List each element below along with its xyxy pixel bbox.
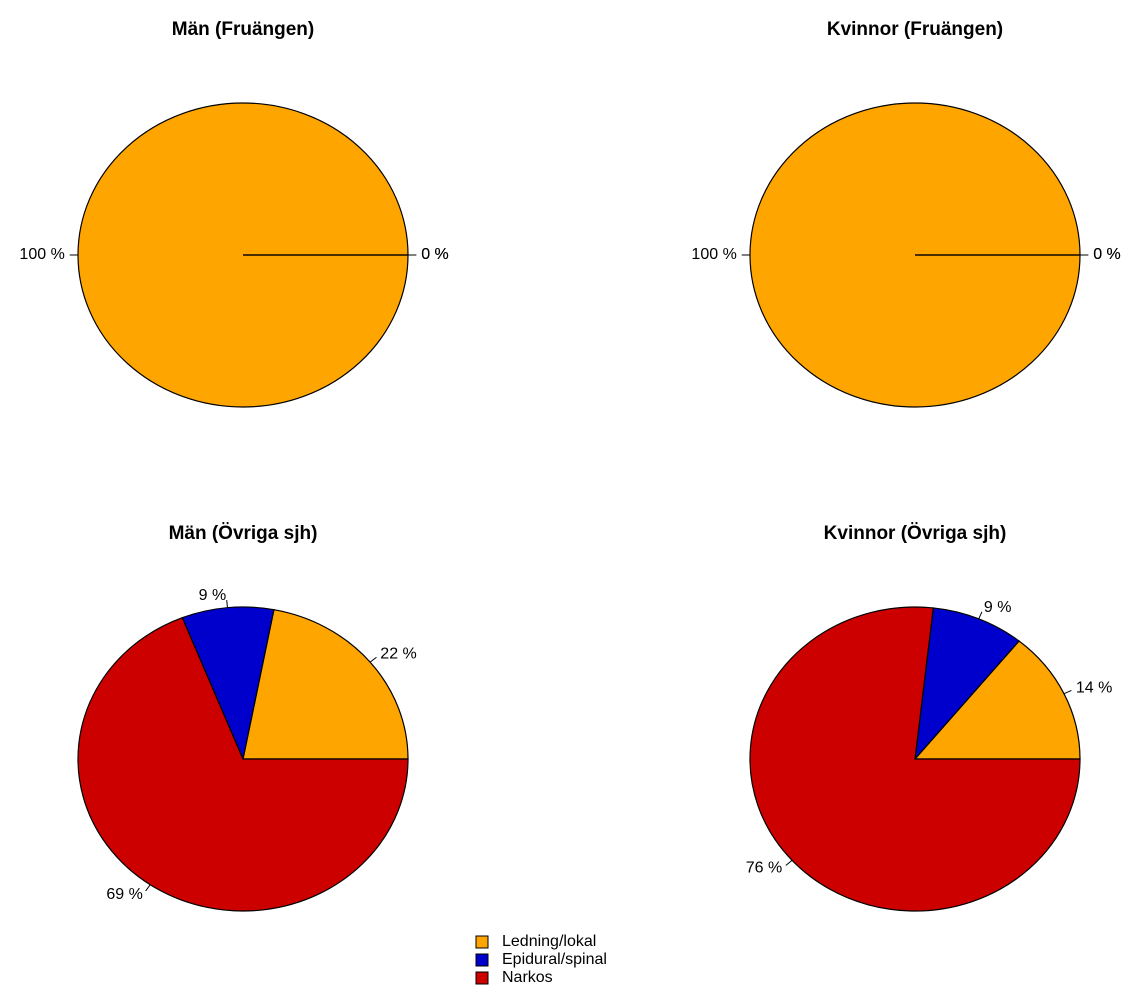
pie-slice xyxy=(749,606,1081,912)
legend-swatch xyxy=(475,935,489,949)
slice-label: 100 % xyxy=(691,246,736,263)
legend-swatch xyxy=(475,971,489,985)
slice-label: 76 % xyxy=(746,860,782,877)
label-leader xyxy=(226,600,228,608)
pie-slice xyxy=(181,606,275,761)
slice-label: 100 % xyxy=(19,246,64,263)
slice-label: 14 % xyxy=(1076,680,1112,697)
pie-title: Kvinnor (Övriga sjh) xyxy=(824,523,1007,544)
label-leader xyxy=(369,656,377,663)
legend-label: Narkos xyxy=(502,969,553,986)
slice-label: 0 % xyxy=(1093,246,1121,263)
label-leader xyxy=(145,884,151,892)
pie-slice xyxy=(914,607,1020,761)
slice-label: 22 % xyxy=(380,646,416,663)
legend-label: Ledning/lokal xyxy=(502,933,596,950)
slice-label: 0 % xyxy=(421,246,449,263)
label-leader xyxy=(785,859,793,866)
slice-label: 9 % xyxy=(984,599,1012,616)
slice-label: 0 % xyxy=(421,246,449,263)
slice-label: 0 % xyxy=(1093,246,1121,263)
legend-label: Epidural/spinal xyxy=(502,951,607,968)
slice-label: 69 % xyxy=(106,886,142,903)
slice-label: 9 % xyxy=(199,587,227,604)
pie-title: Män (Fruängen) xyxy=(172,19,315,40)
pie-title: Kvinnor (Fruängen) xyxy=(827,19,1003,40)
legend-swatch xyxy=(475,953,489,967)
label-leader xyxy=(1063,689,1072,695)
label-leader xyxy=(978,611,983,620)
pie-slice xyxy=(913,640,1081,760)
pie-slice xyxy=(77,616,409,912)
pie-title: Män (Övriga sjh) xyxy=(169,523,318,544)
